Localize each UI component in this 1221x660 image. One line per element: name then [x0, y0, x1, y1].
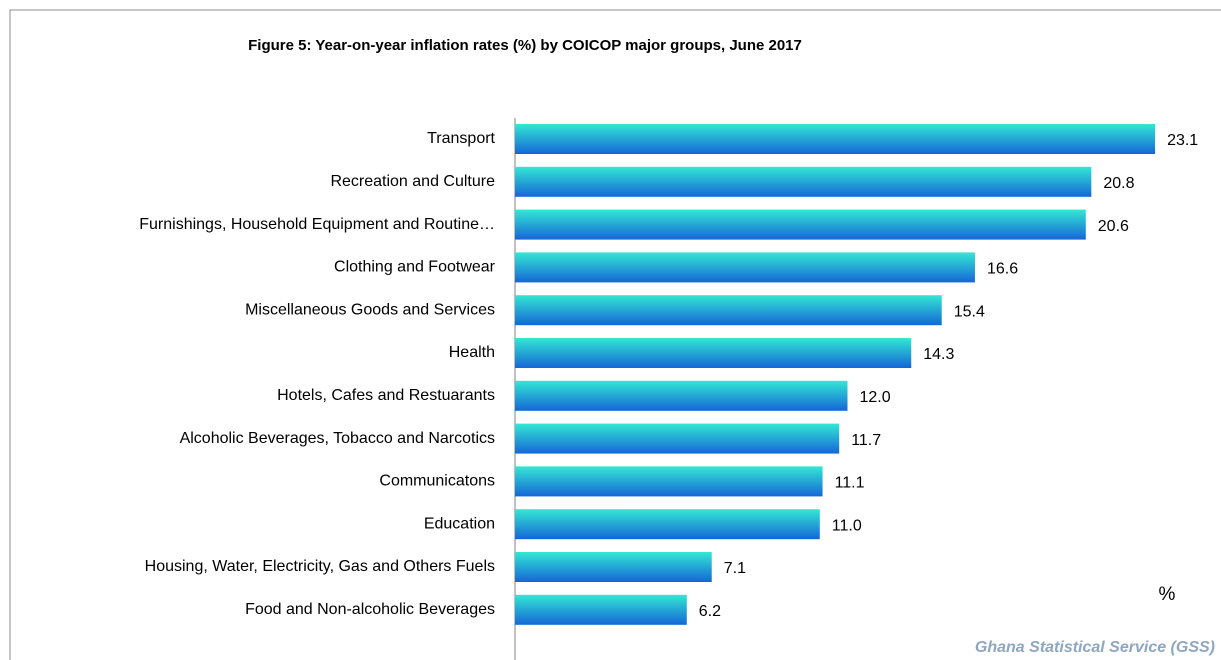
value-label: 15.4 [954, 303, 985, 320]
category-label: Education [424, 515, 495, 532]
value-label: 14.3 [923, 346, 954, 363]
bar [515, 295, 942, 326]
bar [515, 209, 1086, 240]
bar [515, 380, 848, 411]
category-label: Hotels, Cafes and Restuarants [277, 387, 495, 404]
category-label: Furnishings, Household Equipment and Rou… [139, 216, 495, 233]
category-label: Recreation and Culture [330, 173, 495, 190]
bar [515, 594, 687, 625]
source: Ghana Statistical Service (GSS) [975, 639, 1215, 656]
value-label: 11.7 [851, 432, 881, 449]
category-label: Miscellaneous Goods and Services [245, 301, 495, 318]
value-label: 20.6 [1098, 218, 1129, 235]
value-label: 12.0 [860, 389, 891, 406]
category-label: Health [449, 344, 495, 361]
frame [9, 9, 1221, 660]
bar [515, 166, 1092, 197]
value-label: 23.1 [1167, 132, 1198, 149]
bar [515, 509, 820, 540]
category-label: Alcoholic Beverages, Tobacco and Narcoti… [180, 430, 495, 447]
category-label: Food and Non-alcoholic Beverages [245, 601, 495, 618]
bar [515, 124, 1156, 154]
value-label: 7.1 [724, 560, 746, 577]
value-label: 6.2 [699, 603, 721, 620]
category-label: Communicatons [379, 473, 495, 490]
category-label: Clothing and Footwear [334, 259, 496, 276]
value-label: 20.8 [1103, 175, 1134, 192]
bar [515, 552, 712, 582]
chart-title: Figure 5: Year-on-year inflation rates (… [248, 37, 802, 54]
bar [515, 466, 823, 497]
bar [515, 423, 840, 454]
category-label: Transport [427, 130, 495, 147]
bar [515, 252, 975, 283]
bar [515, 338, 912, 368]
unit-annotation: % [1159, 584, 1176, 605]
value-label: 11.0 [832, 517, 862, 534]
category-label: Housing, Water, Electricity, Gas and Oth… [145, 558, 495, 575]
value-label: 16.6 [987, 261, 1018, 278]
value-label: 11.1 [835, 475, 865, 492]
